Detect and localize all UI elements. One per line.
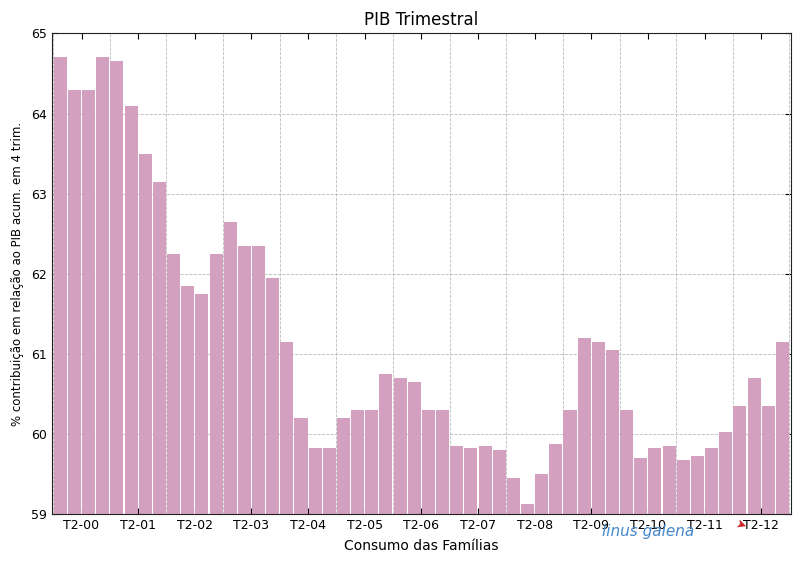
Bar <box>96 58 109 564</box>
Bar <box>153 182 166 564</box>
X-axis label: Consumo das Famílias: Consumo das Famílias <box>344 539 499 553</box>
Bar <box>620 410 633 564</box>
Bar <box>776 342 789 564</box>
Bar <box>238 246 251 564</box>
Bar <box>564 410 577 564</box>
Bar <box>281 342 294 564</box>
Bar <box>719 433 732 564</box>
Bar <box>337 418 350 564</box>
Bar <box>167 254 180 564</box>
Bar <box>450 446 464 564</box>
Bar <box>705 448 718 564</box>
Bar <box>224 222 237 564</box>
Bar <box>592 342 605 564</box>
Bar <box>139 153 152 564</box>
Bar <box>436 410 449 564</box>
Bar <box>68 90 81 564</box>
Bar <box>124 105 138 564</box>
Bar <box>762 406 775 564</box>
Bar <box>747 378 760 564</box>
Bar <box>309 448 322 564</box>
Bar <box>365 410 379 564</box>
Bar <box>507 478 520 564</box>
Bar <box>407 382 421 564</box>
Y-axis label: % contribuição em relação ao PIB acum. em 4 trim.: % contribuição em relação ao PIB acum. e… <box>11 122 24 426</box>
Bar <box>351 410 364 564</box>
Bar <box>422 410 435 564</box>
Title: PIB Trimestral: PIB Trimestral <box>364 11 479 29</box>
Bar <box>209 254 222 564</box>
Bar <box>479 446 492 564</box>
Bar <box>535 474 549 564</box>
Bar <box>691 456 704 564</box>
Bar <box>606 350 619 564</box>
Bar <box>196 294 209 564</box>
Bar <box>464 448 477 564</box>
Bar <box>492 450 506 564</box>
Bar <box>549 444 562 564</box>
Bar <box>577 338 591 564</box>
Bar <box>181 286 194 564</box>
Text: linus galena: linus galena <box>602 523 694 539</box>
Bar <box>82 90 95 564</box>
Bar <box>294 418 307 564</box>
Bar <box>54 58 67 564</box>
Bar <box>379 374 392 564</box>
Bar <box>649 448 662 564</box>
Bar <box>521 504 534 564</box>
Bar <box>394 378 407 564</box>
Text: ➤: ➤ <box>734 517 748 533</box>
Bar <box>322 448 336 564</box>
Bar <box>677 460 690 564</box>
Bar <box>266 277 279 564</box>
Bar <box>634 458 647 564</box>
Bar <box>252 246 265 564</box>
Bar <box>733 406 747 564</box>
Bar <box>111 61 124 564</box>
Bar <box>662 446 675 564</box>
